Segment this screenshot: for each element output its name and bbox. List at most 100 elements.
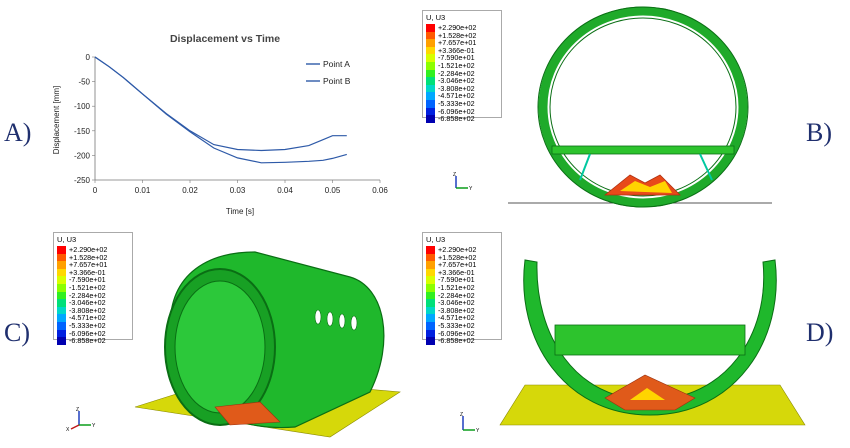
floor-strut-right — [699, 153, 713, 181]
axis-y-label: Y — [476, 428, 480, 434]
contour-legend-value: -1.521e+02 — [438, 60, 475, 70]
panel-label-a: A) — [4, 118, 32, 147]
contour-legend-entry: -7.590e+01 — [57, 276, 129, 284]
x-tick-label: 0.03 — [230, 186, 246, 195]
contour-legend-value: -2.284e+02 — [438, 290, 475, 300]
y-tick-label: -50 — [78, 78, 90, 87]
contour-legend-value: -3.046e+02 — [438, 76, 475, 86]
axis-x-label: X — [66, 427, 70, 433]
contour-legend-entry: -4.571e+02 — [426, 92, 498, 100]
contour-color-swatch — [426, 99, 435, 108]
contour-color-swatch — [426, 276, 435, 284]
contour-legend-value: -6.096e+02 — [438, 106, 475, 116]
contour-color-swatch — [57, 268, 66, 277]
contour-color-swatch — [426, 283, 435, 292]
x-tick-label: 0.06 — [372, 186, 388, 195]
contour-legend-value: -3.808e+02 — [438, 305, 475, 315]
contour-legend-value: -7.590e+01 — [438, 275, 475, 285]
panel-label-b: B) — [806, 118, 832, 147]
contour-legend-value: -1.521e+02 — [438, 282, 475, 292]
contour-color-swatch — [426, 61, 435, 70]
axis-x — [70, 424, 80, 430]
contour-legend-entry: -4.571e+02 — [426, 314, 498, 322]
legend-label: Point A — [323, 59, 350, 69]
contour-color-swatch — [57, 321, 66, 330]
contour-color-swatch — [426, 299, 435, 307]
contour-color-swatch — [426, 31, 435, 40]
fuselage-iso-view — [134, 251, 401, 438]
contour-legend-entry: +1.528e+02 — [57, 253, 129, 262]
contour-legend-entry: -3.046e+02 — [57, 299, 129, 307]
fuselage-lower-shell — [523, 259, 777, 416]
contour-legend-value: +3.366e-01 — [69, 267, 106, 277]
contour-legend-entry: -7.590e+01 — [426, 54, 498, 62]
contour-legend-value: -1.521e+02 — [69, 282, 106, 292]
contour-color-swatch — [426, 107, 435, 116]
impact-zone-d-highlight — [630, 388, 665, 400]
contour-legend-value: -6.858e+02 — [438, 336, 475, 346]
contour-legend-value: -5.333e+02 — [438, 320, 475, 330]
contour-color-swatch — [426, 84, 435, 93]
contour-legend-value: -7.590e+01 — [69, 275, 106, 285]
axis-z-label: Z — [453, 172, 456, 178]
axis-triad-c: Z Y X — [66, 407, 96, 433]
contour-legend-value: -3.046e+02 — [438, 298, 475, 308]
contour-legend-entry: -2.284e+02 — [426, 68, 498, 78]
contour-legend-b: U, U3 +2.290e+02 +1.528e+02 +7.657e+01 +3.36… — [422, 10, 502, 123]
contour-legend-entry: +2.290e+02 — [426, 246, 498, 254]
floor-strut-left — [579, 153, 591, 181]
y-tick-label: 0 — [86, 53, 91, 62]
contour-legend-value: -3.808e+02 — [69, 305, 106, 315]
y-tick-label: -200 — [74, 151, 91, 160]
contour-legend-entry: -5.333e+02 — [426, 100, 498, 108]
contour-legend-entry: -5.333e+02 — [426, 322, 498, 330]
window — [338, 313, 346, 329]
contour-legend-value: -5.333e+02 — [438, 98, 475, 108]
window — [314, 309, 322, 325]
contour-legend-value: -4.571e+02 — [438, 313, 475, 323]
contour-legend-entry: +7.657e+01 — [426, 39, 498, 47]
contour-legend-entry: -1.521e+02 — [426, 62, 498, 70]
contour-color-swatch — [57, 276, 66, 284]
contour-color-swatch — [426, 24, 435, 32]
contour-color-swatch — [426, 329, 435, 338]
contour-legend-entry: -6.858e+02 — [57, 337, 129, 345]
fuselage-inner-opening — [174, 280, 266, 414]
fuselage-ring-outer — [537, 6, 749, 208]
axis-y-label: Y — [469, 186, 473, 192]
contour-color-swatch — [57, 329, 66, 338]
contour-color-swatch — [426, 115, 435, 123]
contour-legend-value: -3.046e+02 — [69, 298, 106, 308]
contour-legend-value: +3.366e-01 — [438, 45, 475, 55]
fuselage-section-view — [499, 259, 806, 426]
contour-legend-value: -2.284e+02 — [438, 68, 475, 78]
contour-legend-value: -7.590e+01 — [438, 53, 475, 63]
contour-legend-entry: +1.528e+02 — [426, 30, 498, 40]
contour-color-swatch — [426, 54, 435, 62]
contour-color-swatch — [426, 291, 435, 300]
contour-legend-value: -6.096e+02 — [69, 328, 106, 338]
chart-xlabel: Time [s] — [226, 207, 254, 216]
chart-ylabel: Displacement [mm] — [52, 86, 61, 154]
contour-legend-entry: -3.046e+02 — [426, 77, 498, 85]
chart-title: Displacement vs Time — [170, 33, 280, 45]
contour-legend-title: U, U3 — [426, 13, 446, 22]
contour-color-swatch — [57, 314, 66, 322]
x-tick-label: 0 — [93, 186, 98, 195]
contour-legend-value: +3.366e-01 — [438, 267, 475, 277]
contour-legend-value: -6.858e+02 — [69, 336, 106, 346]
contour-color-swatch — [426, 321, 435, 330]
contour-color-swatch — [57, 291, 66, 300]
contour-legend-title: U, U3 — [57, 235, 77, 244]
contour-legend-value: -6.858e+02 — [438, 114, 475, 124]
series-line-point-b — [94, 56, 347, 164]
impact-zone-highlight — [620, 181, 672, 193]
contour-legend-value: +1.528e+02 — [438, 30, 477, 40]
contour-legend-entry: -4.571e+02 — [57, 314, 129, 322]
contour-legend-entry: +2.290e+02 — [57, 246, 129, 254]
contour-color-swatch — [426, 46, 435, 55]
contour-color-swatch — [426, 69, 435, 78]
contour-legend-value: -5.333e+02 — [69, 320, 106, 330]
contour-legend-entry: +3.366e-01 — [426, 269, 498, 277]
cabin-floor-d — [554, 324, 746, 356]
